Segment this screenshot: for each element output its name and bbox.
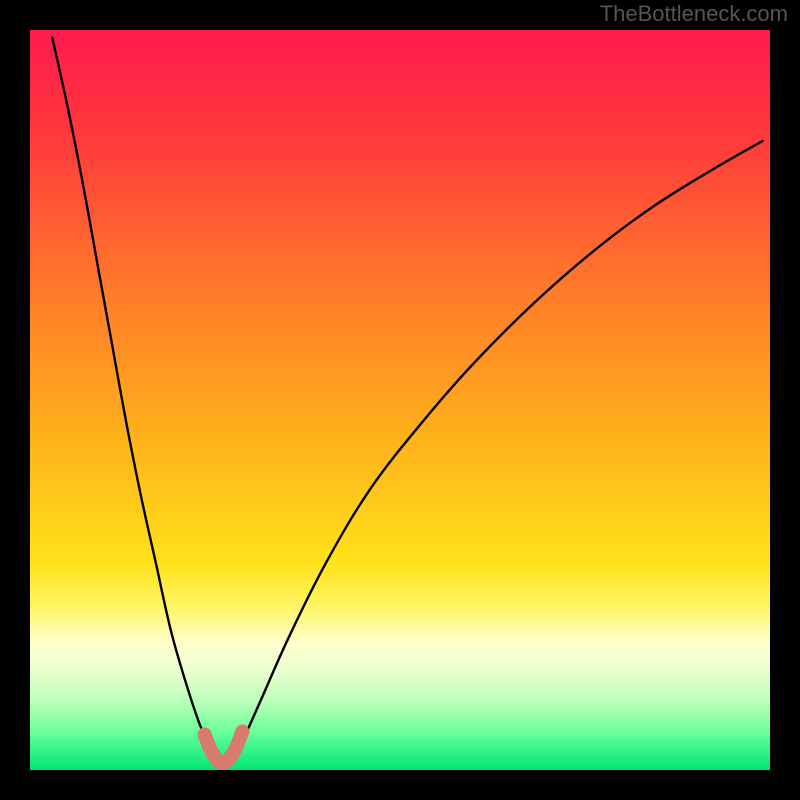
- chart-svg: [0, 0, 800, 800]
- bottleneck-marker-dot: [230, 738, 244, 752]
- bottleneck-marker-dot: [235, 725, 249, 739]
- plot-area: [30, 30, 770, 770]
- watermark-text: TheBottleneck.com: [600, 0, 788, 28]
- chart-root: TheBottleneck.com: [0, 0, 800, 800]
